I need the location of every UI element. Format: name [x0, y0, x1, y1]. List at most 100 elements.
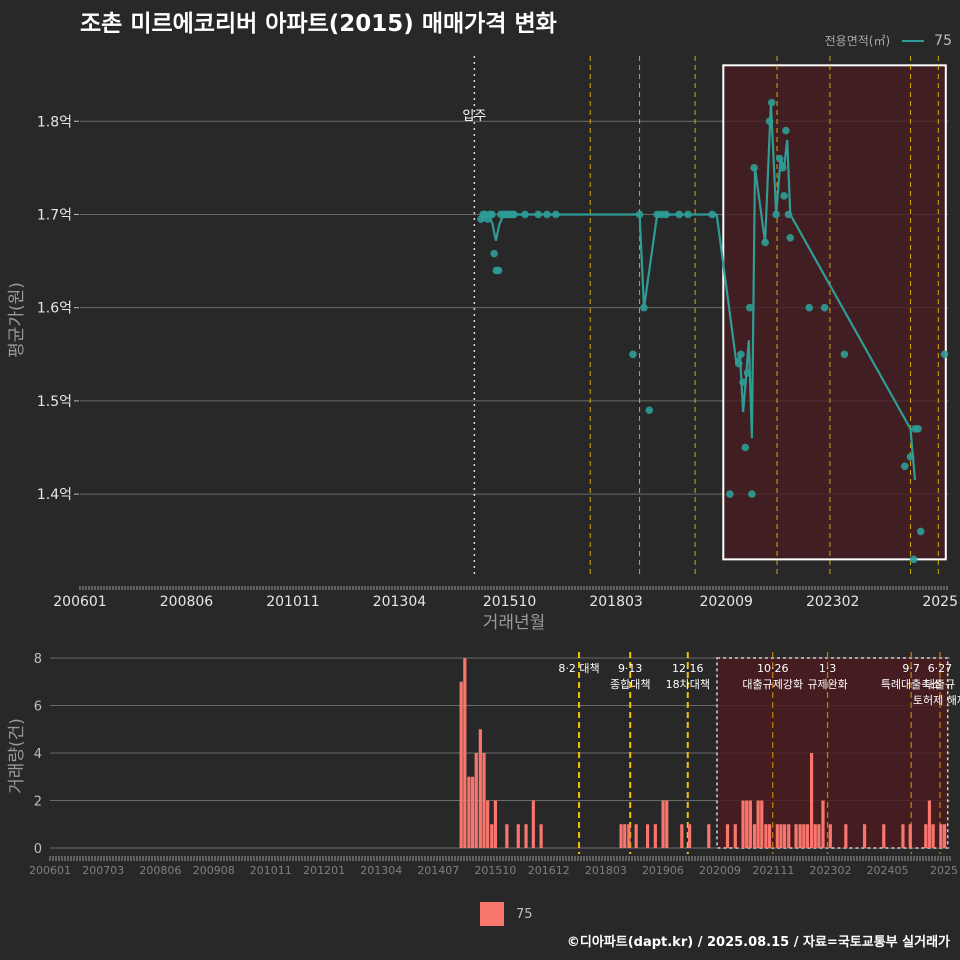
- y-tick-label: 6: [34, 700, 42, 715]
- x-tick-label: 201510: [474, 864, 516, 877]
- volume-bar: [470, 776, 475, 848]
- volume-bar: [809, 753, 814, 848]
- volume-bar: [752, 824, 757, 848]
- x-tick-label: 200601: [53, 594, 106, 610]
- legend-bottom: 75: [480, 902, 533, 926]
- volume-bar: [516, 824, 520, 848]
- data-point: [734, 359, 743, 368]
- price-highlight-box: [722, 64, 947, 561]
- volume-bar: [939, 824, 943, 848]
- volume-bar: [524, 824, 528, 848]
- x-tick-label: 2025: [922, 594, 958, 610]
- policy-label: 토허제 해제: [913, 693, 960, 707]
- data-point: [543, 210, 551, 219]
- volume-bar: [805, 824, 810, 848]
- y-axis-title: 거래량(건): [7, 718, 27, 794]
- volume-bar: [942, 824, 947, 848]
- policy-label: 12·16: [672, 662, 704, 675]
- x-tick-label: 201011: [266, 594, 319, 610]
- data-point: [521, 210, 529, 219]
- policy-label: 18차대책: [666, 678, 710, 691]
- policy-label: 6·27: [928, 662, 953, 675]
- volume-bar: [482, 753, 486, 848]
- x-tick-label: 200908: [193, 864, 235, 877]
- volume-bar: [794, 824, 798, 848]
- credit-text: ©디아파트(dapt.kr) / 2025.08.15 / 자료=국토교통부 실…: [566, 935, 950, 950]
- data-point: [741, 443, 750, 452]
- data-point: [784, 210, 793, 219]
- policy-label: 대출규제강화: [742, 678, 803, 691]
- x-axis-title: 거래년월: [483, 613, 546, 633]
- x-tick-label: 200703: [82, 864, 124, 877]
- policy-label: 8·2 대책: [558, 662, 599, 675]
- y-tick-label: 0: [34, 842, 42, 857]
- volume-bar: [802, 824, 806, 848]
- x-tick-label: 202302: [809, 864, 851, 877]
- data-point: [914, 425, 922, 433]
- volume-bar: [779, 824, 783, 848]
- data-point: [782, 126, 790, 135]
- y-tick-label: 1.8억: [37, 114, 72, 130]
- data-point: [906, 453, 915, 461]
- volume-bar: [783, 824, 787, 848]
- volume-bar: [539, 824, 543, 848]
- y-tick-label: 4: [34, 747, 42, 762]
- data-point: [778, 164, 787, 172]
- x-tick-label: 202009: [699, 864, 741, 877]
- data-point: [765, 117, 774, 126]
- data-point: [629, 350, 637, 359]
- data-point: [510, 210, 518, 219]
- volume-bar: [748, 800, 752, 848]
- data-point: [745, 303, 754, 312]
- x-tick-label: 202111: [752, 864, 794, 877]
- data-point: [640, 303, 648, 312]
- price-series-75: [477, 98, 949, 564]
- data-point: [901, 462, 909, 470]
- x-tick-label: 201011: [250, 864, 292, 877]
- legend-item-label: 75: [934, 32, 952, 49]
- volume-bar: [908, 824, 912, 848]
- price-policy-lines: 입주: [462, 56, 939, 578]
- data-point: [494, 266, 503, 275]
- volume-highlight-box: [716, 657, 949, 849]
- volume-bar: [463, 658, 467, 848]
- policy-label: 대출규: [925, 678, 955, 691]
- volume-bar: [474, 753, 478, 848]
- volume-bar: [924, 824, 928, 848]
- data-point: [780, 192, 788, 200]
- x-tick-label: 201304: [373, 594, 427, 610]
- volume-bar: [645, 824, 650, 848]
- volume-bar: [707, 824, 711, 848]
- volume-bar: [927, 800, 932, 848]
- y-tick-label: 1.6억: [37, 301, 72, 317]
- price-axes: 200601 200806 201011 201304 201510 201803 2020…: [7, 282, 958, 633]
- policy-label: 1·3: [819, 662, 837, 675]
- x-tick-label: 2025: [930, 864, 958, 877]
- y-tick-label: 1.5억: [37, 394, 72, 410]
- volume-bar: [505, 824, 509, 848]
- volume-bar: [665, 800, 669, 848]
- volume-bar: [486, 800, 490, 848]
- volume-bar: [467, 776, 471, 848]
- x-tick-label: 202405: [867, 864, 909, 877]
- policy-label: 10·26: [757, 662, 789, 675]
- volume-bar: [760, 800, 764, 848]
- x-tick-label: 202302: [806, 594, 859, 610]
- data-point: [488, 210, 496, 219]
- volume-bar: [493, 800, 498, 848]
- data-point: [645, 406, 654, 415]
- volume-bar: [756, 800, 760, 848]
- data-point: [750, 164, 758, 172]
- volume-bar: [817, 824, 821, 848]
- volume-bar: [661, 800, 665, 848]
- y-axis-title: 평균가(원): [7, 282, 27, 358]
- data-point: [761, 238, 769, 247]
- volume-bar: [634, 824, 638, 848]
- legend-bar-swatch: [480, 902, 504, 926]
- volume-bar: [623, 824, 627, 848]
- x-tick-label: 200601: [29, 864, 71, 877]
- volume-axes: 200601 200703 200806 200908 201011 201201 2013…: [7, 718, 958, 877]
- volume-bar: [733, 824, 737, 848]
- data-point: [916, 527, 925, 536]
- x-tick-label: 201407: [417, 864, 459, 877]
